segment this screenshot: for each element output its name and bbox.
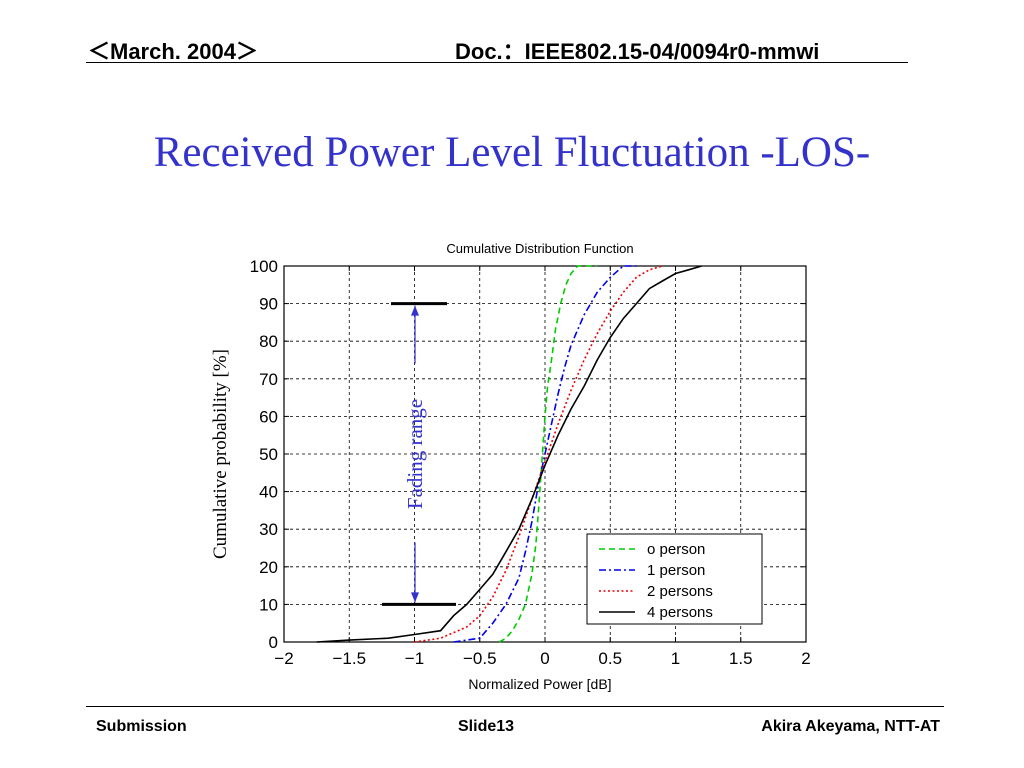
chart-ticks: −2 −1.5 −1 −0.5 0 0.5 1 1.5 20102030405060708090… [250,257,811,668]
footer-author: Akira Akeyama, NTT-AT [761,718,940,735]
y-tick-label: 80 [259,332,278,351]
footer-submission: Submission [96,718,187,735]
x-tick-label: −1.5 [332,649,366,668]
header-divider [86,62,908,63]
y-tick-label: 70 [259,370,278,389]
footer-slide-number: Slide13 [458,718,515,735]
footer-divider [86,706,944,707]
legend-box [586,533,763,625]
fading-range-arrowhead-up [411,305,419,316]
y-tick-label: 40 [259,483,278,502]
y-tick-label: 30 [259,520,278,539]
legend-label: o person [647,541,705,558]
cdf-chart: −2 −1.5 −1 −0.5 0 0.5 1 1.5 20102030405060708090… [210,241,811,692]
header-doc-id: Doc.：IEEE802.15-04/0094r0-mmwi [455,39,820,64]
x-tick-label: 0.5 [598,649,622,668]
y-tick-label: 60 [259,407,278,426]
series-line [453,265,637,643]
y-tick-label: 100 [250,257,278,276]
y-tick-label: 10 [259,595,278,614]
slide-title: Received Power Level Fluctuation -LOS- [153,129,871,176]
y-tick-label: 50 [259,445,278,464]
x-axis-label: Normalized Power [dB] [468,676,611,692]
chart-title: Cumulative Distribution Function [446,241,633,256]
y-tick-label: 90 [259,295,278,314]
chart-series [316,265,702,643]
header-date: ＜March. 2004＞ [88,39,258,64]
x-tick-label: −2 [274,649,293,668]
chart-legend: o person 1 person 2 persons 4 persons [586,533,763,625]
legend-label: 2 persons [647,583,713,600]
y-axis-label: Cumulative probability [%] [210,349,231,559]
legend-label: 4 persons [647,604,713,621]
y-tick-label: 20 [259,558,278,577]
fading-range-annotation: Fading range [382,302,456,606]
x-tick-label: −0.5 [463,649,497,668]
x-tick-label: −1 [405,649,424,668]
fading-range-label: Fading range [403,399,427,509]
y-tick-label: 0 [269,633,278,652]
fading-range-arrowhead-down [411,592,419,603]
series-line [414,265,663,643]
series-line [498,265,598,643]
legend-label: 1 person [647,562,705,579]
x-tick-label: 0 [540,649,549,668]
x-tick-label: 1 [671,649,680,668]
x-tick-label: 2 [801,649,810,668]
x-tick-label: 1.5 [729,649,753,668]
series-line [316,265,702,643]
